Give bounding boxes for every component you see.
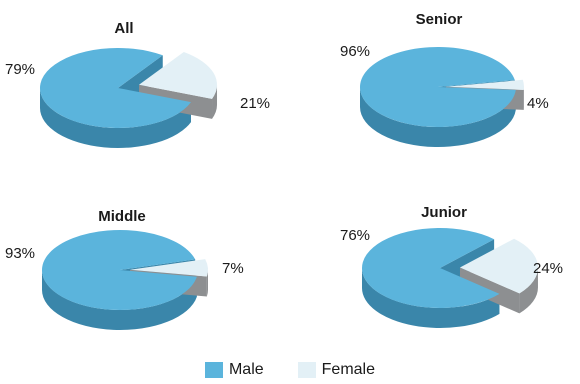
pie-chart-junior: Junior 76% 24%	[340, 204, 563, 328]
slice-female	[139, 51, 218, 99]
pie-title: Junior	[421, 204, 467, 221]
slice-male-side	[360, 87, 516, 148]
label-female-percent: 7%	[222, 260, 244, 277]
slice-female-side	[206, 269, 208, 297]
slice-male-side	[362, 268, 500, 328]
slice-female-side	[212, 84, 218, 119]
slice-female	[129, 259, 208, 277]
slice-female-side	[519, 267, 538, 314]
label-female-percent: 24%	[533, 260, 563, 277]
label-female-percent: 4%	[527, 95, 549, 112]
label-male-percent: 93%	[5, 245, 35, 262]
label-male-percent: 96%	[340, 43, 370, 60]
legend-item-male: Male	[204, 361, 264, 379]
pie-chart-senior: Senior 96% 4%	[340, 11, 549, 148]
legend-swatch-male	[204, 362, 223, 378]
legend-label-female: Female	[321, 361, 376, 378]
label-female-percent: 21%	[240, 95, 270, 112]
legend-swatch-female	[297, 362, 316, 378]
slice-male	[39, 47, 192, 128]
slice-male	[360, 47, 516, 128]
pie-title: Middle	[98, 208, 146, 225]
slice-male	[42, 230, 197, 311]
legend: Male Female	[0, 361, 580, 379]
pie-chart-middle: Middle 93% 7%	[5, 208, 244, 331]
label-male-percent: 76%	[340, 227, 370, 244]
pie-title: All	[114, 20, 133, 37]
legend-item-female: Female	[297, 361, 376, 379]
legend-label-male: Male	[228, 361, 264, 378]
label-male-percent: 79%	[5, 61, 35, 78]
slice-male	[361, 227, 500, 308]
slice-male-side	[41, 270, 197, 331]
pie-chart-all: All 79% 21%	[5, 20, 270, 148]
pie-title: Senior	[416, 11, 463, 28]
slice-male-side	[40, 88, 192, 148]
slice-female	[459, 238, 538, 294]
slice-female	[445, 79, 524, 90]
